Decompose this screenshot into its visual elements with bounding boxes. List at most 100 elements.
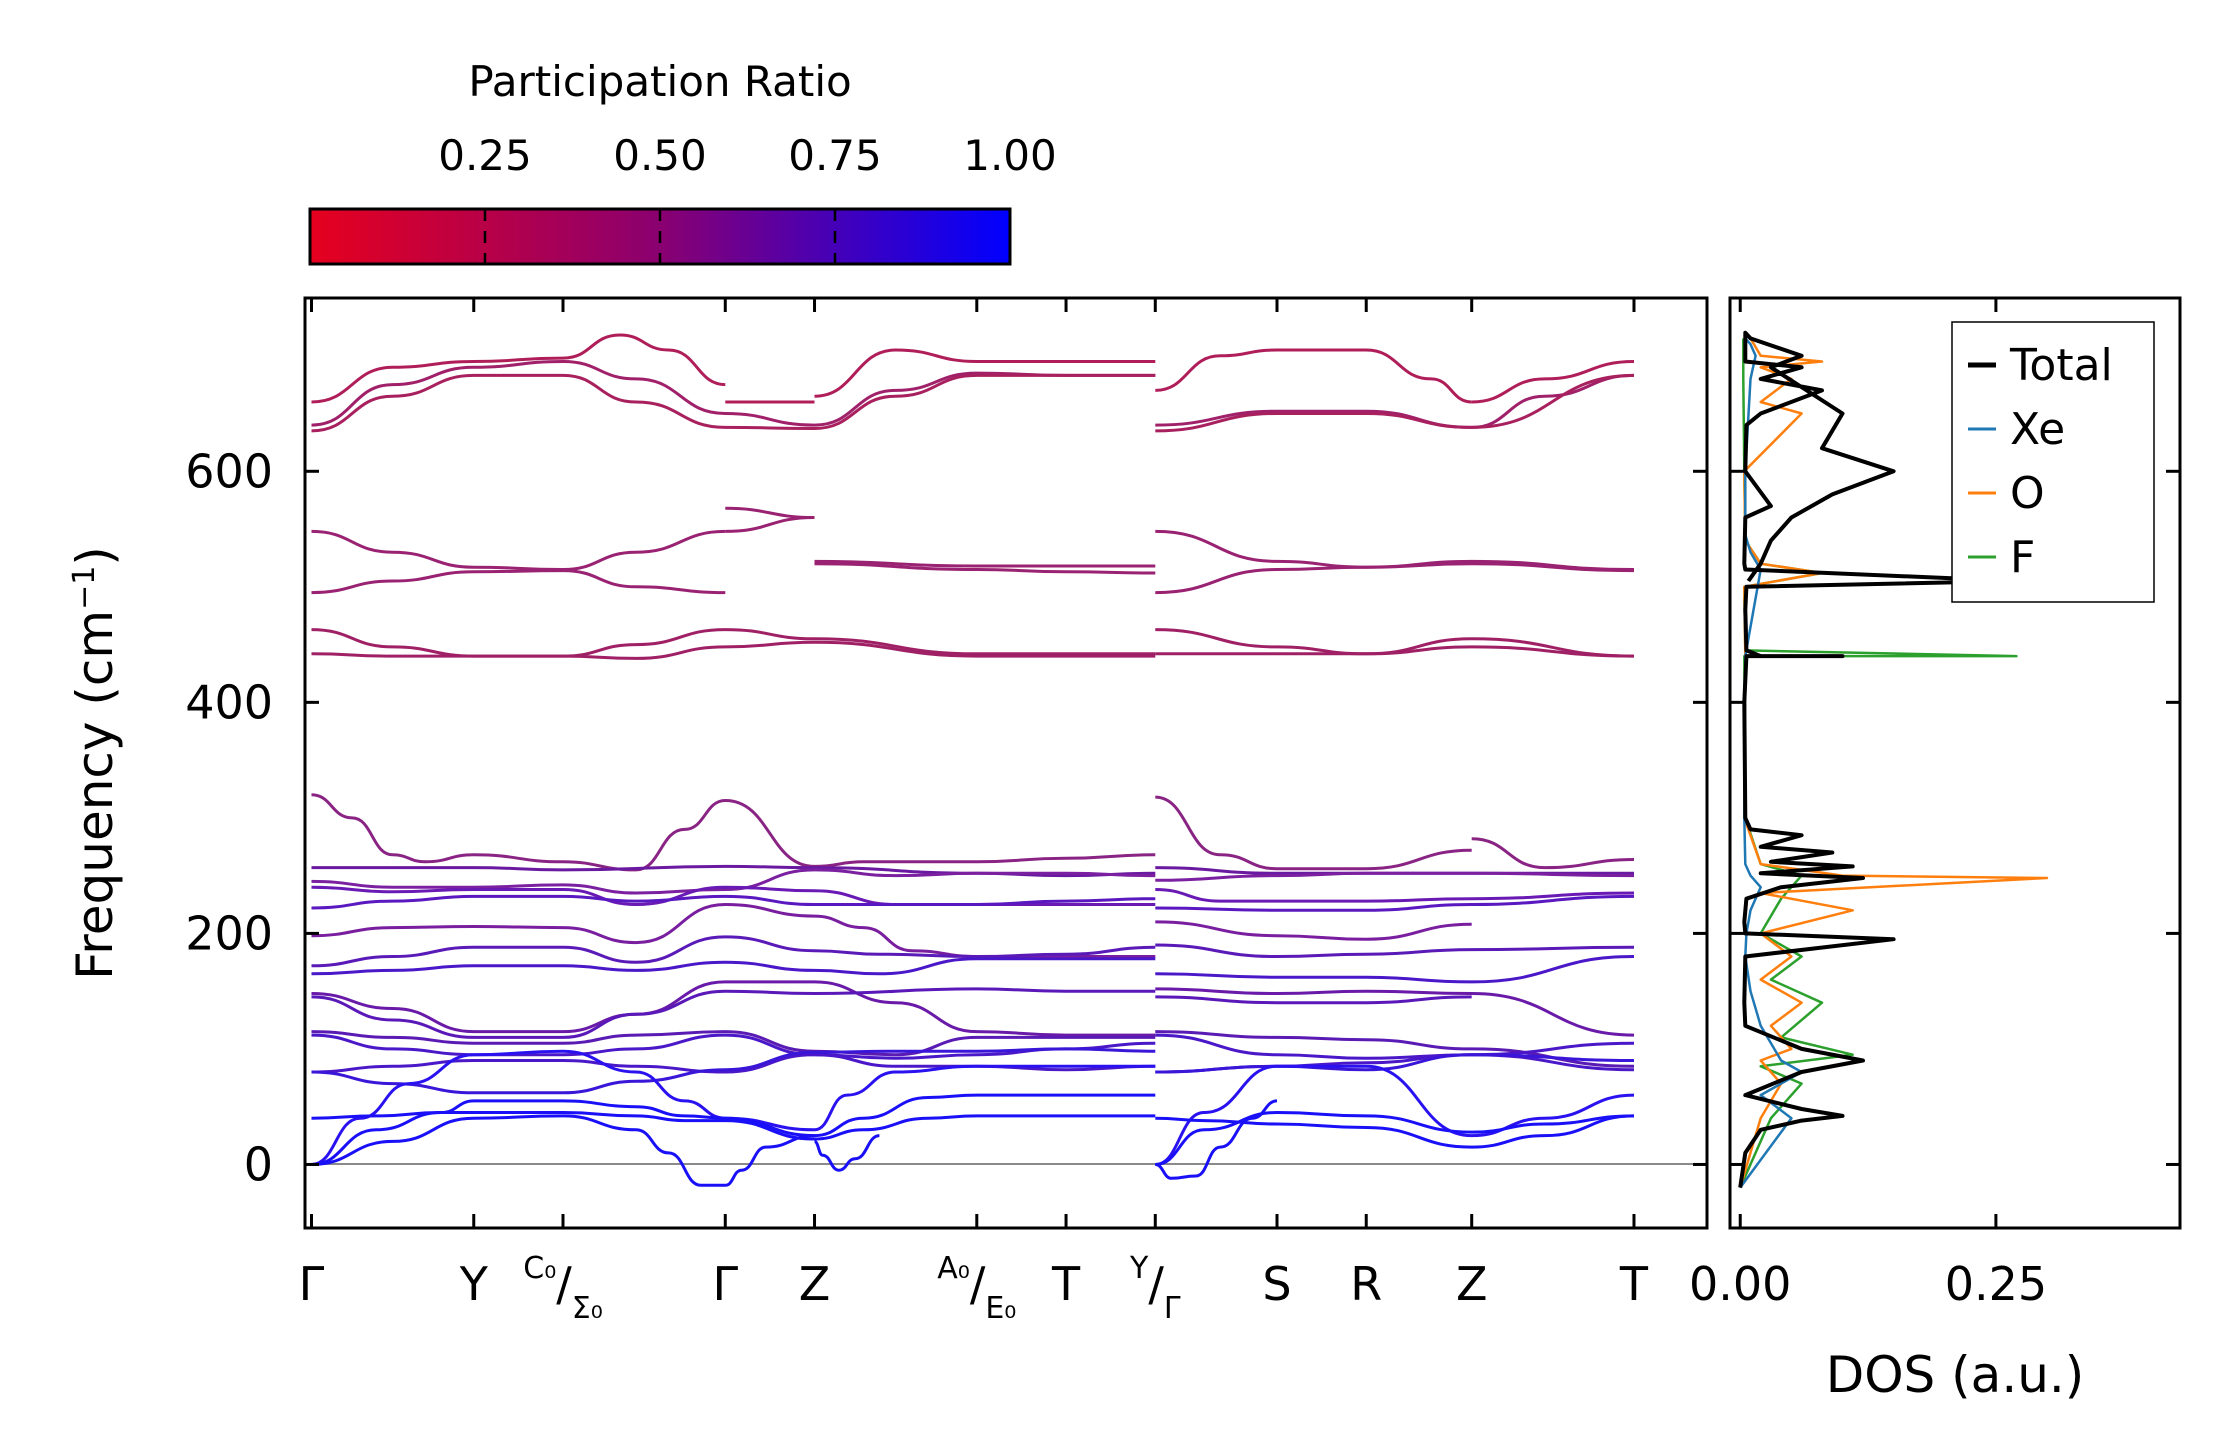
band-top-3 [311,373,1156,433]
band-150-1 [1155,987,1635,1037]
band-acoustic-1 [1155,1064,1635,1166]
kpoint-label: S [1262,1257,1291,1311]
band-150-2 [311,987,1156,1039]
colorbar-tick-label: 0.25 [438,131,532,180]
band-acoustic-5 [813,1134,880,1172]
dos-x-ticks: 0.00 0.25 [1689,298,2047,1311]
band-axes-frame [303,296,1709,1230]
band-y-ticks: 600 400 200 0 [185,444,1707,1191]
kpoint-label: Γ [712,1257,738,1311]
band-450-1 [311,628,1156,658]
kpoint-label: C₀/Σ₀ [523,1251,602,1326]
legend-label-total: Total [2009,340,2113,391]
band-185 [1155,943,1635,959]
band-200 [1155,920,1472,941]
kpoint-label-sup: A₀ [937,1251,970,1286]
band-300 [1155,795,1472,871]
band-550-1 [1155,529,1635,571]
y-tick-label: 600 [185,444,273,498]
band-450-2 [1155,645,1635,658]
dos-x-tick-label: 0.25 [1945,1257,2047,1311]
band-acoustic-2 [311,1093,1156,1166]
dos-x-tick-label: 0.00 [1689,1257,1791,1311]
band-acoustic-1 [311,1049,1156,1166]
colorbar-tick-label: 1.00 [963,131,1057,180]
band-acoustic-6 [1154,1099,1278,1180]
kpoint-label-sub: Γ [1164,1291,1181,1326]
kpoint-label-sub: Σ₀ [572,1291,603,1326]
y-axis-title-superscript: −1 [67,566,102,610]
band-100 [1155,1033,1635,1060]
kpoint-label: A₀/E₀ [937,1251,1016,1326]
band-250-1 [311,864,1156,878]
y-tick-label: 200 [185,906,273,960]
legend-label-o: O [2010,468,2045,519]
band-550-1 [725,506,815,519]
band-acoustic-4 [311,1114,815,1187]
dos-y-ticks [1730,469,2180,1166]
band-550-1 [814,559,1156,568]
band-165 [311,957,1156,976]
band-150-2 [1155,995,1472,1005]
band-550-1 [311,529,726,572]
kpoint-label: Z [1456,1257,1488,1311]
dos-line-total [1738,330,2019,1188]
band-550-2 [814,562,1156,575]
band-550-2 [311,569,726,595]
band-top-2 [311,359,1156,427]
band-450-2 [311,640,1156,660]
colorbar-title: Participation Ratio [468,57,851,106]
kpoint-label-main: / [556,1257,572,1311]
band-acoustic-3 [1155,1114,1635,1149]
y-axis-title-close: ) [66,546,124,566]
legend-label-f: F [2010,532,2035,583]
kpoint-label: Y/Γ [1129,1251,1181,1326]
dos-lines [1738,330,2049,1189]
band-65 [1155,1053,1635,1074]
dos-line-o [1739,337,2049,1188]
y-axis-title: Frequency (cm−1) [66,546,124,980]
band-65 [311,1047,1156,1095]
kpoint-label-main: / [1148,1257,1164,1311]
band-550-2 [725,516,815,533]
kpoint-label: Z [799,1257,831,1311]
colorbar-tick-label: 0.75 [788,131,882,180]
dos-axes-frame [1728,296,2182,1230]
legend-label-xe: Xe [2010,404,2065,455]
y-tick-label: 0 [244,1137,273,1191]
kpoint-label: T [1051,1257,1081,1311]
band-250-2 [1155,871,1635,882]
band-220 [1155,894,1635,912]
band-300 [1471,837,1635,870]
kpoint-label-sub: E₀ [985,1291,1016,1326]
band-220 [311,894,1156,910]
band-top-3 [1155,373,1635,433]
band-top-1 [1471,360,1635,404]
colorbar-tick-label: 0.50 [613,131,707,180]
band-acoustic-3 [311,1110,1156,1141]
band-top-1 [311,333,726,404]
band-230 [1155,888,1635,903]
band-110 [311,1030,1156,1057]
band-top-1 [1155,348,1472,404]
band-top-1 [814,348,1156,398]
band-300 [311,793,1156,872]
band-200 [311,902,1156,959]
band-250-2 [311,868,1156,895]
kpoint-label: T [1619,1257,1649,1311]
band-185 [311,935,1156,968]
y-tick-label: 400 [185,675,273,729]
kpoint-label: R [1350,1257,1382,1311]
kpoint-label-main: / [970,1257,986,1311]
band-165 [1155,955,1635,984]
band-100 [311,1033,1156,1060]
band-acoustic-2 [1155,1110,1635,1166]
legend-frame [1951,321,2155,603]
kpoint-label-sup: Y [1129,1251,1149,1286]
band-150-1 [311,980,1156,1037]
dos-legend: Total Xe OF [1951,321,2155,603]
band-x-ticks: Γ Y C₀/Σ₀ Γ Z A₀/E₀ T Y/Γ S R Z T [299,298,1649,1326]
dos-line-xe [1739,332,1803,1189]
colorbar-ticks [483,209,1012,264]
